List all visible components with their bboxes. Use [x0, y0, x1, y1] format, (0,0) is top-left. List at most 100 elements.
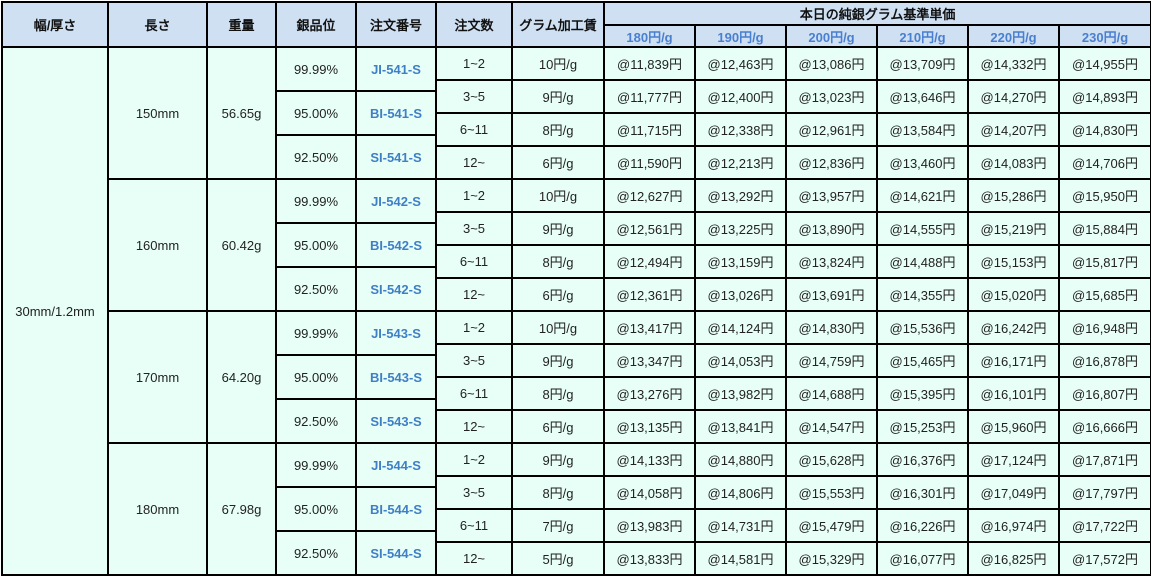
table-row: 95.00% BI-542-S — [2, 222, 1151, 268]
order-number-cell: BI-542-S — [355, 222, 437, 268]
fee-cell: 8円/g — [511, 475, 605, 510]
unit-price-cell: @12,400円 — [694, 79, 787, 114]
unit-price-cell: @13,957円 — [785, 178, 878, 213]
quantity-cell: 1~2 — [435, 310, 513, 345]
unit-price-cell: @13,691円 — [785, 277, 878, 312]
unit-price-cell: @14,053円 — [694, 343, 787, 378]
unit-price-cell: @12,213円 — [694, 145, 787, 180]
table-row: 92.50% SI-543-S — [2, 398, 1151, 444]
unit-price-cell: @14,706円 — [1057, 145, 1151, 180]
header-base-price: 210円/g — [876, 24, 969, 48]
weight-cell: 67.98g — [206, 442, 277, 576]
order-number-cell: SI-541-S — [355, 134, 437, 180]
header-order-number: 注文番号 — [355, 1, 437, 48]
unit-price-cell: @14,621円 — [876, 178, 969, 213]
quantity-cell: 3~5 — [435, 211, 513, 246]
unit-price-cell: @16,077円 — [876, 541, 969, 576]
quantity-cell: 6~11 — [435, 112, 513, 147]
fee-cell: 9円/g — [511, 79, 605, 114]
unit-price-cell: @13,709円 — [876, 46, 969, 81]
quantity-cell: 6~11 — [435, 244, 513, 279]
table-row: 92.50% SI-542-S — [2, 266, 1151, 312]
order-number-cell: SI-542-S — [355, 266, 437, 312]
unit-price-cell: @13,417円 — [603, 310, 696, 345]
table-row: 6~11 8円/g @13,276円 @13,982円 @14,688円 @15,395円… — [2, 376, 1151, 411]
unit-price-cell: @15,153円 — [967, 244, 1060, 279]
quantity-cell: 1~2 — [435, 46, 513, 81]
fee-cell: 6円/g — [511, 409, 605, 444]
unit-price-cell: @14,731円 — [694, 508, 787, 543]
unit-price-cell: @17,049円 — [967, 475, 1060, 510]
purity-cell: 92.50% — [275, 266, 357, 312]
header-width-thickness: 幅/厚さ — [1, 1, 109, 48]
table-row: 12~ 6円/g @12,361円 @13,026円 @13,691円 @14,355円 @… — [2, 277, 1151, 312]
fee-cell: 9円/g — [511, 343, 605, 378]
unit-price-cell: @12,338円 — [694, 112, 787, 147]
unit-price-cell: @13,347円 — [603, 343, 696, 378]
header-purity: 銀品位 — [275, 1, 357, 48]
unit-price-cell: @14,332円 — [967, 46, 1060, 81]
unit-price-cell: @15,536円 — [876, 310, 969, 345]
purity-cell: 99.99% — [275, 46, 357, 92]
quantity-cell: 12~ — [435, 145, 513, 180]
unit-price-cell: @13,026円 — [694, 277, 787, 312]
unit-price-cell: @16,242円 — [967, 310, 1060, 345]
unit-price-cell: @13,023円 — [785, 79, 878, 114]
unit-price-cell: @17,572円 — [1057, 541, 1151, 576]
quantity-cell: 6~11 — [435, 508, 513, 543]
table-row: 6~11 7円/g @13,983円 @14,731円 @15,479円 @16,226円… — [2, 508, 1151, 543]
width-thickness-cell: 30mm/1.2mm — [1, 46, 109, 576]
unit-price-cell: @14,555円 — [876, 211, 969, 246]
unit-price-cell: @11,777円 — [603, 79, 696, 114]
unit-price-cell: @15,884円 — [1057, 211, 1151, 246]
header-processing-fee: グラム加工賃 — [511, 1, 605, 48]
unit-price-cell: @13,890円 — [785, 211, 878, 246]
unit-price-cell: @14,488円 — [876, 244, 969, 279]
unit-price-cell: @13,292円 — [694, 178, 787, 213]
unit-price-cell: @11,839円 — [603, 46, 696, 81]
unit-price-cell: @14,806円 — [694, 475, 787, 510]
base-price-header-row: 180円/g 190円/g 200円/g 210円/g 220円/g 230円/g — [2, 24, 1151, 48]
length-cell: 150mm — [107, 46, 208, 180]
unit-price-cell: @16,878円 — [1057, 343, 1151, 378]
unit-price-cell: @16,825円 — [967, 541, 1060, 576]
unit-price-cell: @13,584円 — [876, 112, 969, 147]
header-base-price: 180円/g — [603, 24, 696, 48]
order-number-cell: BI-543-S — [355, 354, 437, 400]
quantity-cell: 6~11 — [435, 376, 513, 411]
quantity-cell: 3~5 — [435, 343, 513, 378]
weight-cell: 64.20g — [206, 310, 277, 444]
fee-cell: 10円/g — [511, 46, 605, 81]
unit-price-cell: @11,590円 — [603, 145, 696, 180]
unit-price-cell: @12,961円 — [785, 112, 878, 147]
unit-price-cell: @14,830円 — [1057, 112, 1151, 147]
unit-price-cell: @13,135円 — [603, 409, 696, 444]
unit-price-cell: @13,276円 — [603, 376, 696, 411]
unit-price-cell: @14,581円 — [694, 541, 787, 576]
table-row: 12~ 6円/g @11,590円 @12,213円 @12,836円 @13,460円 @… — [2, 145, 1151, 180]
table-row: 160mm 60.42g 99.99% JI-542-S 1~2 10円/g @12,627… — [2, 178, 1151, 312]
purity-cell: 99.99% — [275, 310, 357, 356]
weight-cell: 60.42g — [206, 178, 277, 312]
fee-cell: 9円/g — [511, 442, 605, 477]
unit-price-cell: @15,960円 — [967, 409, 1060, 444]
quantity-cell: 1~2 — [435, 442, 513, 477]
table-row: 6~11 8円/g @12,494円 @13,159円 @13,824円 @14,488円… — [2, 244, 1151, 279]
fee-cell: 7円/g — [511, 508, 605, 543]
unit-price-cell: @17,871円 — [1057, 442, 1151, 477]
table-row: 95.00% BI-544-S — [2, 486, 1151, 532]
unit-price-cell: @14,880円 — [694, 442, 787, 477]
unit-price-cell: @12,627円 — [603, 178, 696, 213]
unit-price-cell: @14,133円 — [603, 442, 696, 477]
fee-cell: 8円/g — [511, 376, 605, 411]
table-row: 12~ 6円/g @13,135円 @13,841円 @14,547円 @15,253円 @… — [2, 409, 1151, 444]
fee-cell: 8円/g — [511, 112, 605, 147]
header-weight: 重量 — [206, 1, 277, 48]
purity-cell: 92.50% — [275, 398, 357, 444]
unit-price-cell: @15,950円 — [1057, 178, 1151, 213]
quantity-cell: 12~ — [435, 409, 513, 444]
unit-price-cell: @17,124円 — [967, 442, 1060, 477]
unit-price-cell: @15,286円 — [967, 178, 1060, 213]
header-base-price-title: 本日の純銀グラム基準単価 — [602, 1, 1151, 26]
